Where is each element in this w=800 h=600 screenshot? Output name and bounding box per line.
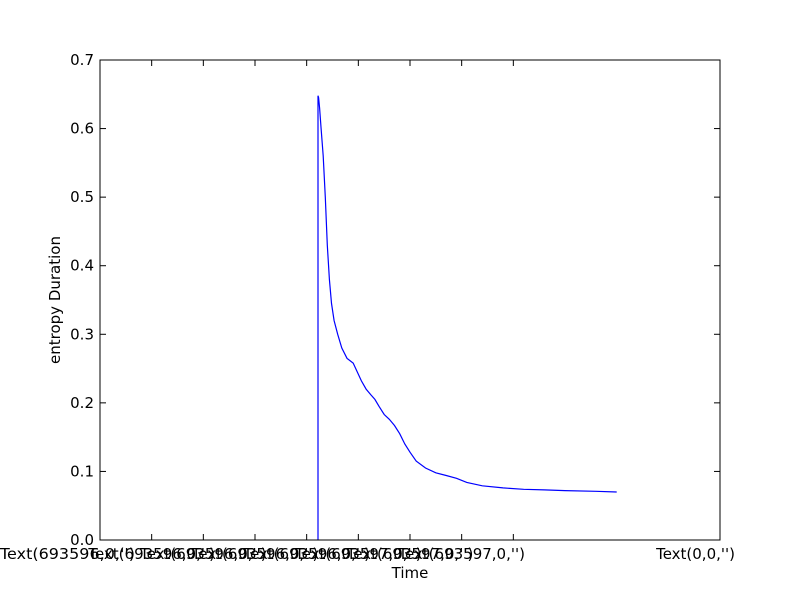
x-tick-label: Text(693596,0,''): [242, 545, 370, 563]
plot-background: [100, 60, 720, 540]
data-series-line: [317, 95, 617, 540]
y-tick-label: 0.7: [70, 51, 94, 69]
y-tick-label: 0.4: [70, 257, 94, 275]
y-tick-label: 0.3: [70, 325, 94, 343]
x-tick-label: Text(0,0,''): [655, 545, 735, 563]
x-axis-title: Time: [391, 564, 429, 582]
y-tick-label: 0.2: [70, 394, 94, 412]
x-tick-label: Text(693596,0,''): [0, 545, 135, 563]
y-axis-ticks: 0.0 0.1 0.2 0.3 0.4 0.5 0.6 0.7: [70, 51, 720, 549]
x-tick-label: Text(693596,0,''): [191, 545, 319, 563]
x-tick-label: Text(693597,0,''): [294, 545, 422, 563]
y-tick-label: 0.5: [70, 188, 94, 206]
x-tick-label: Text(693596,0,''): [139, 545, 267, 563]
x-tick-label: Text(693597,0,''): [397, 545, 525, 563]
y-tick-label: 0.1: [70, 462, 94, 480]
x-axis-ticks: Text(693596,0,'')Text(693596,0,'')Text(6…: [0, 60, 735, 563]
y-tick-label: 0.0: [70, 531, 94, 549]
x-tick-label: Text(693597,0,''): [346, 545, 474, 563]
y-tick-label: 0.6: [70, 120, 94, 138]
y-axis-title: entropy Duration: [46, 236, 64, 364]
plot-frame: [99, 59, 721, 541]
x-tick-label: Text(693596,0,''): [87, 545, 215, 563]
